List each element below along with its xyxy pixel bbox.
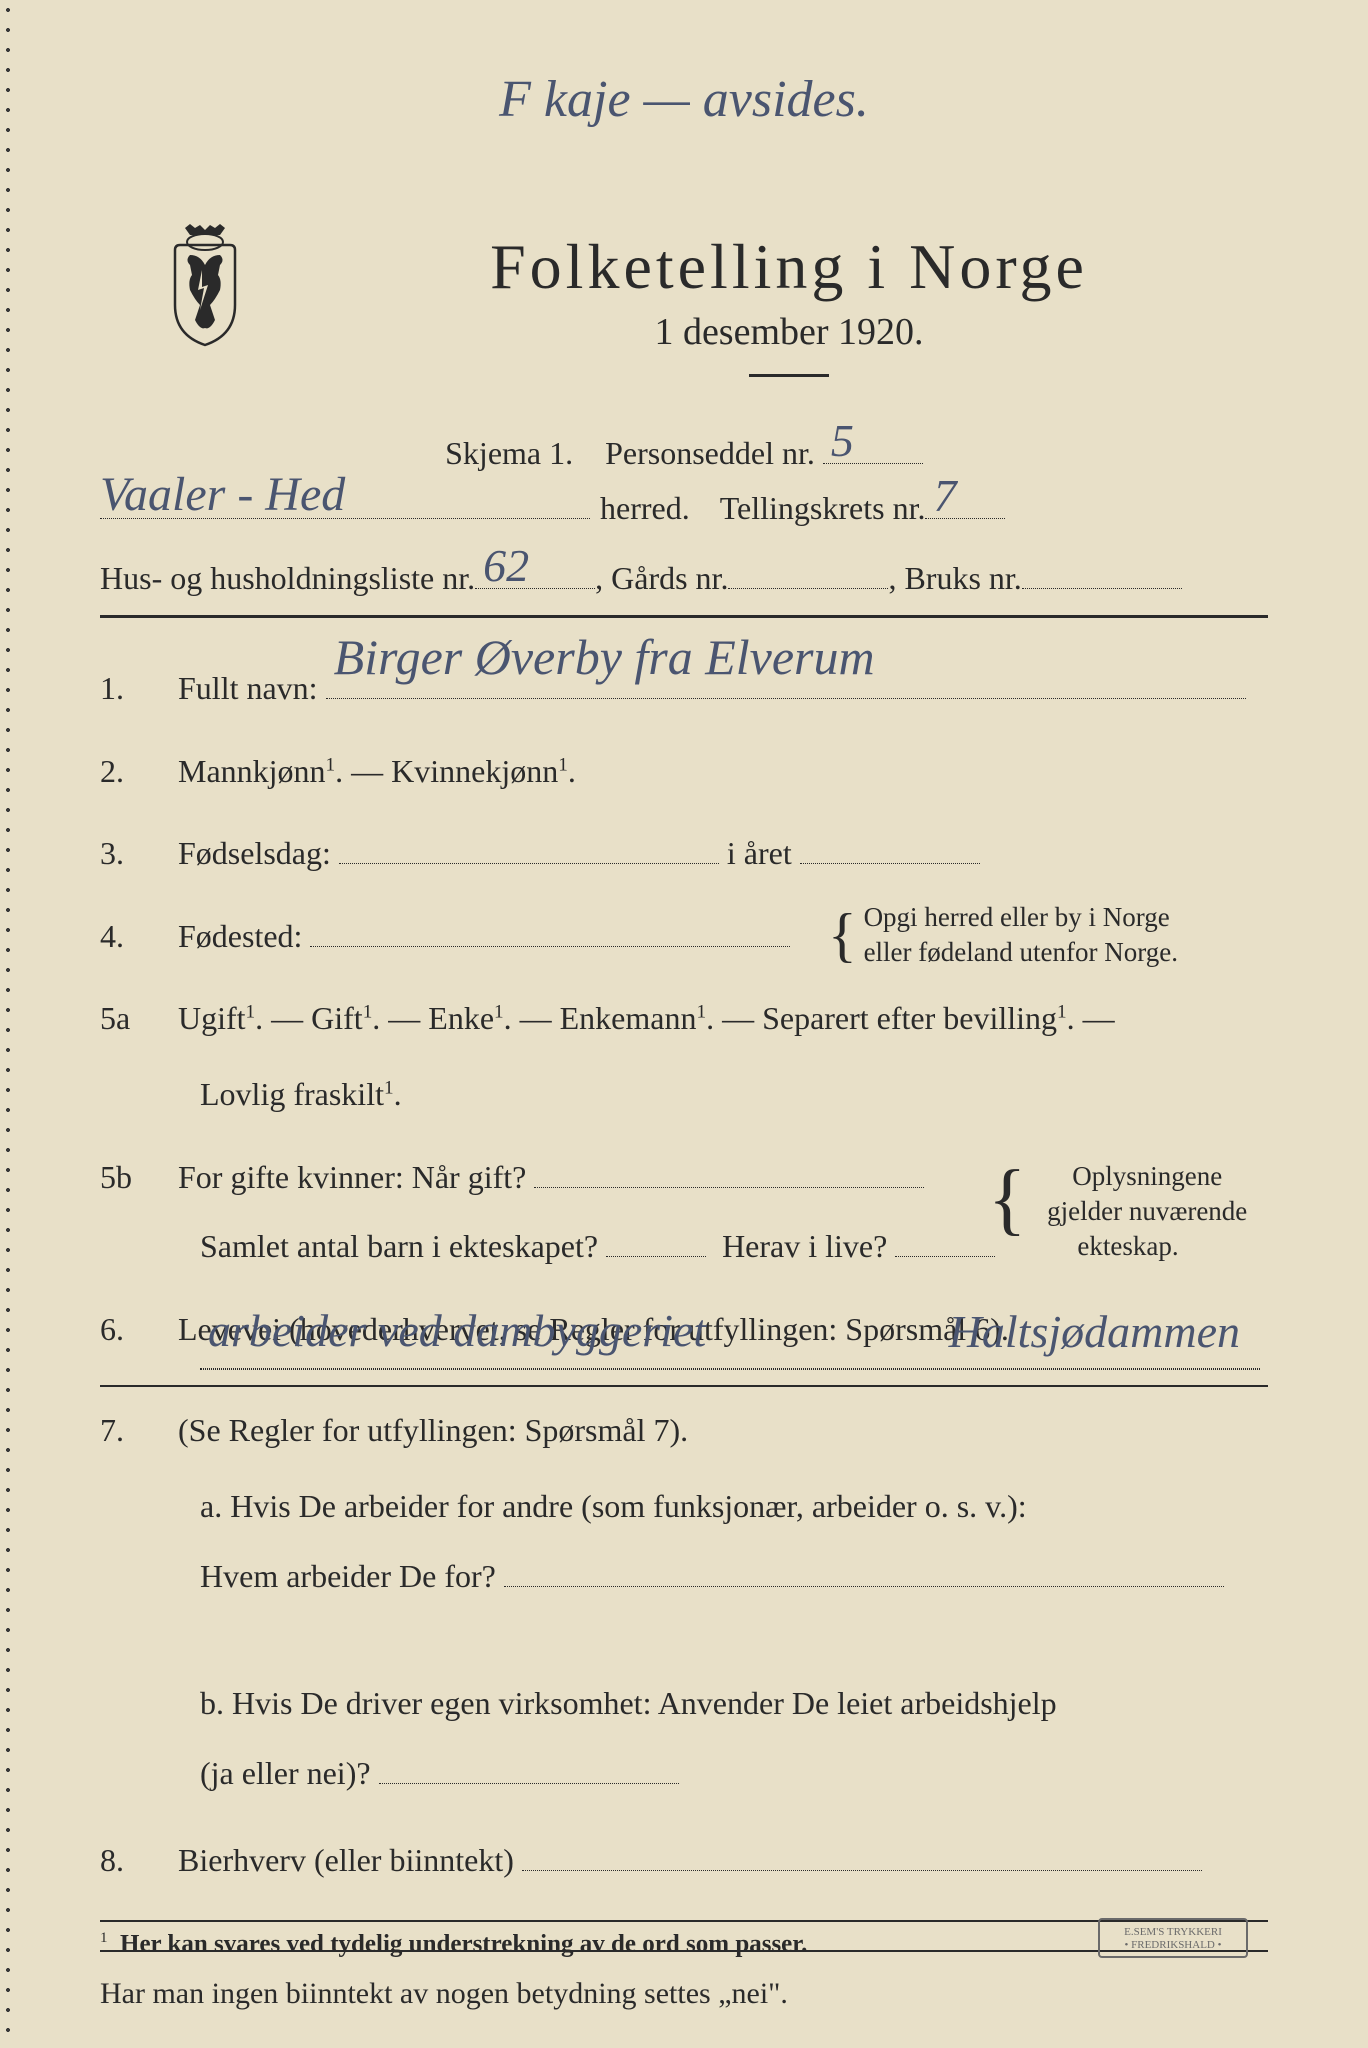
title-block: Folketelling i Norge 1 desember 1920. — [310, 230, 1268, 377]
q5b-num: 5b — [100, 1149, 170, 1207]
mid-divider — [100, 1385, 1268, 1387]
q5b-label-a: For gifte kvinner: Når gift? — [178, 1159, 526, 1195]
q5b-row: 5b For gifte kvinner: Når gift? { Oplysn… — [100, 1149, 1268, 1207]
perforated-edge — [0, 0, 30, 2048]
stamp-line-b: • FREDRIKSHALD • — [1125, 1939, 1222, 1951]
q6-value-b: Haltsjødammen — [949, 1291, 1240, 1374]
q5a-row2: Lovlig fraskilt1. — [100, 1066, 1268, 1124]
q7-row: 7. (Se Regler for utfyllingen: Spørsmål … — [100, 1402, 1268, 1460]
q6-answer2: Haltsjødammen — [100, 1369, 1268, 1370]
bottom-note: Har man ingen biinntekt av nogen betydni… — [100, 1967, 1268, 2021]
herred-line: Vaaler - Hed herred. Tellingskrets nr. 7 — [100, 490, 1268, 527]
q3-label-b: i året — [727, 835, 792, 871]
bruks-label: , Bruks nr. — [888, 560, 1021, 597]
q6-num: 6. — [100, 1301, 170, 1359]
q1-num: 1. — [100, 660, 170, 718]
q7-label: (Se Regler for utfyllingen: Spørsmål 7). — [178, 1412, 688, 1448]
q5b-label-c: Herav i live? — [722, 1228, 887, 1264]
q1-value: Birger Øverby fra Elverum — [334, 612, 875, 702]
title-rule — [749, 374, 829, 377]
q2-row: 2. Mannkjønn1. — Kvinnekjønn1. — [100, 743, 1268, 801]
tellingskrets-label: Tellingskrets nr. — [720, 490, 926, 527]
q8-row: 8. Bierhverv (eller biinntekt) — [100, 1832, 1268, 1890]
printer-stamp: E.SEM'S TRYKKERI • FREDRIKSHALD • — [1098, 1918, 1248, 1958]
herred-value: Vaaler - Hed — [100, 467, 345, 522]
personseddel-label: Personseddel nr. — [605, 435, 815, 471]
q7-num: 7. — [100, 1402, 170, 1460]
q5a-num: 5a — [100, 990, 170, 1048]
tellingskrets-nr-value: 7 — [933, 469, 956, 522]
q7b-label-a: b. Hvis De driver egen virksomhet: Anven… — [200, 1685, 1057, 1721]
gards-label: , Gårds nr. — [595, 560, 728, 597]
q5b-row2: Samlet antal barn i ekteskapet? Herav i … — [100, 1218, 1268, 1276]
q4-side-b: eller fødeland utenfor Norge. — [864, 937, 1178, 967]
q7b-row: b. Hvis De driver egen virksomhet: Anven… — [100, 1675, 1268, 1733]
stamp-line-a: E.SEM'S TRYKKERI — [1124, 1926, 1222, 1938]
top-handwritten-note: F kaje — avsides. — [499, 70, 869, 129]
q3-label-a: Fødselsdag: — [178, 835, 331, 871]
q5a-label2: Lovlig fraskilt1. — [200, 1076, 402, 1112]
skjema-label: Skjema 1. — [445, 435, 573, 471]
q7a-row2: Hvem arbeider De for? — [100, 1548, 1268, 1606]
q3-num: 3. — [100, 825, 170, 883]
q5a-row: 5a Ugift1. — Gift1. — Enke1. — Enkemann1… — [100, 990, 1268, 1048]
q1-label: Fullt navn: — [178, 670, 318, 706]
q2-label: Mannkjønn1. — Kvinnekjønn1. — [178, 753, 576, 789]
personseddel-nr-value: 5 — [831, 414, 854, 467]
q3-row: 3. Fødselsdag: i året — [100, 825, 1268, 883]
q7a-row: a. Hvis De arbeider for andre (som funks… — [100, 1478, 1268, 1536]
q4-side-note: { Opgi herred eller by i Norge eller fød… — [828, 900, 1268, 970]
main-title: Folketelling i Norge — [310, 230, 1268, 304]
q7b-row2: (ja eller nei)? — [100, 1745, 1268, 1803]
q7a-label-a: a. Hvis De arbeider for andre (som funks… — [200, 1488, 1027, 1524]
q7a-label-b: Hvem arbeider De for? — [200, 1558, 496, 1594]
q6-value-a: arbeider ved dambyggeriet — [208, 1290, 706, 1373]
q4-row: 4. Fødested: { Opgi herred eller by i No… — [100, 908, 1268, 966]
footnote: 1 Her kan svares ved tydelig understrekn… — [100, 1920, 1268, 1958]
hus-label: Hus- og husholdningsliste nr. — [100, 560, 475, 597]
hus-line: Hus- og husholdningsliste nr. 62 , Gårds… — [100, 560, 1268, 597]
document-page: F kaje — avsides. Folketelling i Norge 1… — [40, 40, 1328, 2008]
questions-block: 1. Fullt navn: Birger Øverby fra Elverum… — [100, 640, 1268, 2021]
subtitle: 1 desember 1920. — [310, 310, 1268, 354]
q1-row: 1. Fullt navn: Birger Øverby fra Elverum — [100, 660, 1268, 718]
coat-of-arms-icon — [160, 220, 250, 350]
q2-num: 2. — [100, 743, 170, 801]
hus-nr-value: 62 — [483, 539, 529, 592]
q5a-label: Ugift1. — Gift1. — Enke1. — Enkemann1. —… — [178, 1000, 1115, 1036]
herred-label: herred. — [600, 490, 690, 527]
q4-num: 4. — [100, 908, 170, 966]
q8-num: 8. — [100, 1832, 170, 1890]
q4-side-a: Opgi herred eller by i Norge — [864, 902, 1170, 932]
q7b-label-b: (ja eller nei)? — [200, 1755, 371, 1791]
q8-label: Bierhverv (eller biinntekt) — [178, 1842, 514, 1878]
q5b-label-b: Samlet antal barn i ekteskapet? — [200, 1228, 598, 1264]
q5b-side-a: Oplysningene — [1072, 1161, 1222, 1191]
q4-label: Fødested: — [178, 918, 302, 954]
